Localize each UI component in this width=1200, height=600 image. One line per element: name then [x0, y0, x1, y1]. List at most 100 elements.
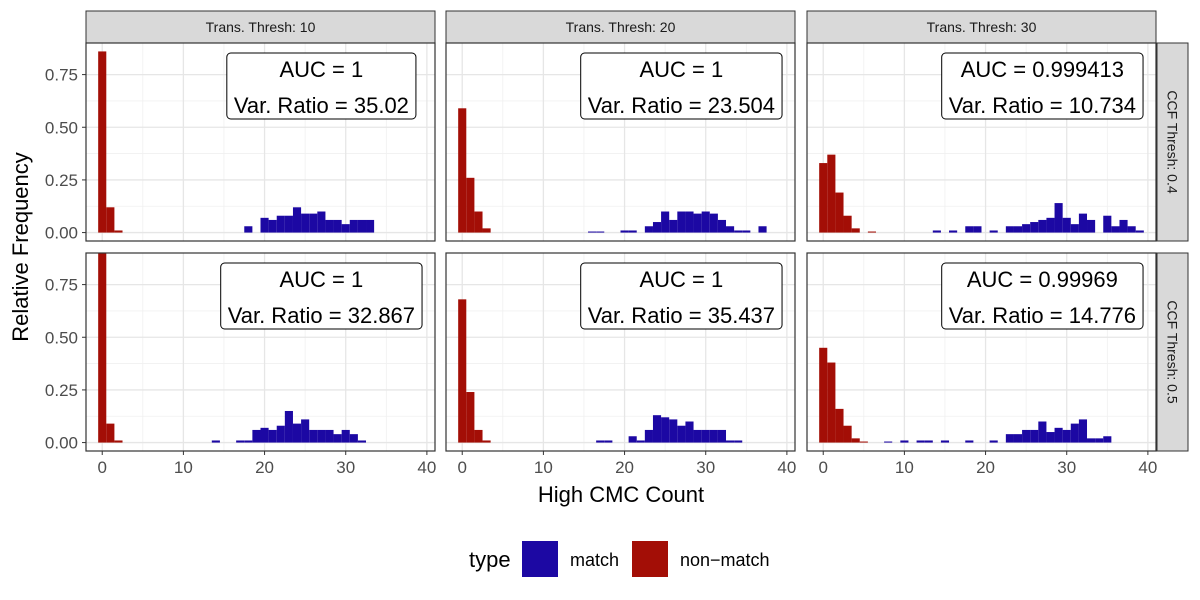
panel-border: [85, 42, 436, 242]
x-axis-title: High CMC Count: [538, 482, 704, 507]
annotation-box: [226, 52, 417, 120]
histogram-bar: [701, 429, 710, 443]
y-tick-label: 0.75: [45, 66, 78, 85]
histogram-bar: [644, 226, 653, 233]
histogram-bar: [867, 231, 876, 233]
histogram-bar: [349, 434, 358, 443]
facet-strip-col-label: Trans. Thresh: 10: [206, 19, 316, 35]
histogram-bar: [106, 207, 115, 233]
histogram-bar: [1022, 224, 1031, 233]
facet-strip-row-label: CCF Thresh: 0.5: [1165, 300, 1181, 403]
panel-border: [806, 252, 1157, 452]
x-tick-label: 20: [255, 458, 274, 477]
histogram-bar: [726, 226, 735, 233]
histogram-bar: [669, 419, 678, 443]
histogram-bar: [325, 429, 334, 443]
panel-border: [85, 252, 436, 452]
panels-layer: Trans. Thresh: 10 Trans. Thresh: 20 Trans.…: [45, 10, 1189, 477]
histogram-bar: [292, 423, 302, 443]
legend: type match non−match: [469, 541, 770, 577]
histogram-bar: [301, 213, 310, 233]
facet-panel: AUC = 1 Var. Ratio = 32.867: [85, 252, 436, 452]
histogram-bar: [1078, 213, 1088, 233]
var-ratio-label: Var. Ratio = 23.504: [588, 93, 775, 118]
histogram-bar: [1070, 224, 1079, 233]
histogram-bar: [309, 213, 318, 233]
histogram-bar: [924, 440, 933, 443]
histogram-bar: [276, 215, 285, 233]
histogram-bar: [244, 440, 253, 443]
histogram-bar: [701, 211, 710, 233]
histogram-bar: [1005, 226, 1014, 233]
histogram-bar: [366, 219, 375, 233]
y-axis-title: Relative Frequency: [8, 152, 33, 342]
annotation-box: [220, 262, 423, 330]
histogram-bar: [734, 440, 743, 443]
facet-strip-row: [1156, 252, 1189, 452]
histogram-bar: [644, 429, 653, 443]
annotation-box: [580, 52, 783, 120]
annotation-box: [941, 262, 1144, 330]
x-tick-label: 40: [1138, 458, 1157, 477]
histogram-bar: [596, 231, 605, 233]
var-ratio-label: Var. Ratio = 14.776: [949, 303, 1136, 328]
histogram-bar: [98, 253, 107, 443]
histogram-bar: [620, 230, 629, 233]
histogram-bar: [106, 423, 115, 443]
histogram-bar: [916, 440, 925, 443]
facet-panel: AUC = 0.99969 Var. Ratio = 14.776: [806, 252, 1157, 452]
x-tick-label: 0: [457, 458, 466, 477]
histogram-bar: [940, 440, 950, 443]
histogram-bar: [260, 427, 269, 443]
histogram-bar: [309, 429, 318, 443]
histogram-bar: [636, 440, 645, 443]
histogram-bar: [268, 429, 277, 443]
histogram-bar: [758, 226, 767, 233]
histogram-bar: [466, 392, 475, 443]
histogram-bar: [1046, 217, 1055, 233]
x-tick-label: 20: [615, 458, 634, 477]
histogram-bar: [1062, 217, 1071, 233]
x-tick-label: 30: [696, 458, 715, 477]
histogram-bar: [685, 421, 694, 443]
facet-strip-col: [445, 10, 796, 44]
histogram-bar: [211, 440, 220, 443]
panel-border: [445, 42, 796, 242]
histogram-bar: [835, 192, 844, 233]
histogram-bar: [98, 51, 107, 233]
histogram-bar: [333, 434, 342, 443]
var-ratio-label: Var. Ratio = 35.437: [588, 303, 775, 328]
histogram-bar: [482, 440, 491, 443]
histogram-bar: [973, 226, 982, 233]
histogram-bar: [661, 211, 670, 233]
histogram-bar: [949, 230, 958, 233]
histogram-bar: [1030, 429, 1039, 443]
histogram-bar: [709, 429, 718, 443]
x-tick-label: 20: [976, 458, 995, 477]
histogram-bar: [466, 177, 475, 233]
y-tick-label: 0.50: [45, 328, 78, 347]
histogram-bar: [474, 429, 483, 443]
histogram-bar: [827, 362, 836, 443]
x-tick-label: 0: [97, 458, 106, 477]
histogram-bar: [1127, 226, 1136, 233]
histogram-bar: [677, 211, 686, 233]
auc-label: AUC = 1: [279, 267, 363, 292]
histogram-bar: [900, 440, 909, 443]
facet-strip-row-label: CCF Thresh: 0.4: [1165, 90, 1181, 193]
annotation-box: [941, 52, 1144, 120]
histogram-bar: [317, 429, 326, 443]
histogram-bar: [965, 226, 974, 233]
histogram-bar: [851, 228, 860, 233]
histogram-bar: [317, 211, 326, 233]
x-tick-label: 10: [895, 458, 914, 477]
x-tick-label: 0: [818, 458, 827, 477]
histogram-bar: [843, 425, 852, 443]
histogram-bar: [325, 219, 334, 233]
histogram-bar: [717, 219, 727, 233]
histogram-bar: [1087, 219, 1096, 233]
legend-title: type: [469, 547, 511, 572]
histogram-bar: [965, 440, 974, 443]
y-tick-label: 0.75: [45, 276, 78, 295]
